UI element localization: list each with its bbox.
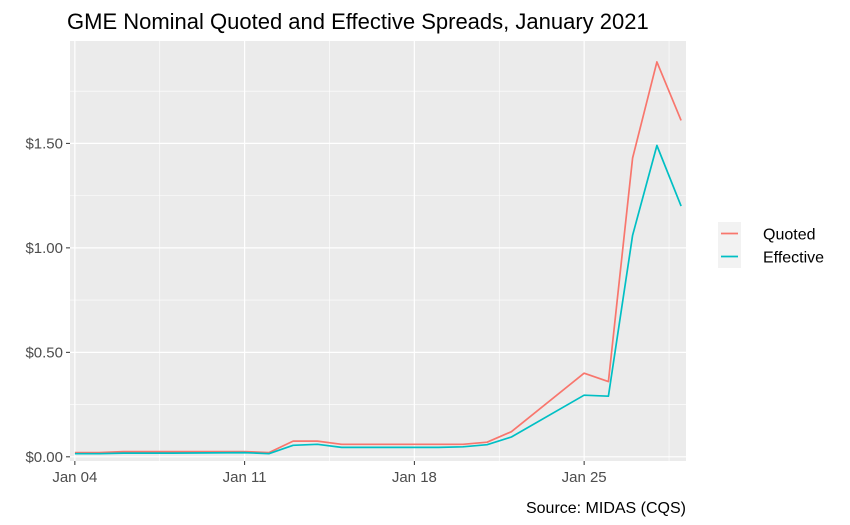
y-tick-label: $1.50 (25, 135, 63, 152)
y-tick-label: $1.00 (25, 240, 63, 257)
series-lines (74, 61, 682, 455)
legend-label-effective: Effective (763, 250, 824, 267)
series-line-effective (74, 144, 682, 455)
x-tick-label: Jan 18 (392, 469, 437, 486)
y-tick-label: $0.50 (25, 344, 63, 361)
minor-gridlines (70, 41, 686, 461)
x-tick-label: Jan 04 (52, 469, 97, 486)
plot-panel (70, 41, 686, 461)
legend-key-background (718, 222, 741, 268)
x-tick-label: Jan 25 (562, 469, 607, 486)
x-tick-label: Jan 11 (223, 469, 267, 486)
major-gridlines (70, 41, 686, 461)
legend: Quoted Effective (718, 222, 824, 268)
y-tick-label: $0.00 (25, 449, 63, 466)
legend-label-quoted: Quoted (763, 227, 815, 244)
chart-title: GME Nominal Quoted and Effective Spreads… (67, 9, 649, 34)
x-axis: Jan 04 Jan 11 Jan 18 Jan 25 (52, 461, 607, 486)
source-caption: Source: MIDAS (CQS) (525, 500, 686, 517)
y-axis: $0.00 $0.50 $1.00 $1.50 (25, 135, 70, 466)
